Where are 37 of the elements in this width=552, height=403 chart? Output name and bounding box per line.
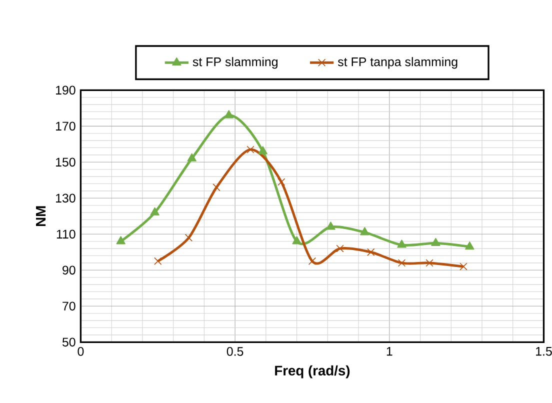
point bbox=[278, 178, 286, 186]
point bbox=[460, 262, 468, 270]
y-tick-label: 90 bbox=[62, 266, 76, 274]
point bbox=[150, 207, 160, 216]
x-tick-label: 1.5 bbox=[536, 346, 552, 356]
point bbox=[292, 236, 302, 244]
x-tick-label: 0 bbox=[78, 346, 84, 356]
x-tick-label: 1 bbox=[386, 346, 392, 356]
legend-label: st FP tanpa slamming bbox=[338, 57, 458, 69]
x-tick-label: 0.5 bbox=[226, 346, 244, 356]
point bbox=[308, 257, 316, 265]
y-tick-label: 70 bbox=[62, 302, 76, 310]
point bbox=[246, 146, 254, 154]
x-axis-title: Freq (rad/s) bbox=[275, 365, 350, 378]
point bbox=[258, 146, 268, 154]
point bbox=[187, 153, 196, 162]
point bbox=[431, 238, 440, 246]
y-tick-label: 170 bbox=[56, 122, 76, 130]
y-tick-label: 150 bbox=[56, 158, 76, 166]
point bbox=[212, 183, 220, 192]
y-tick-label: 130 bbox=[56, 194, 76, 202]
point bbox=[360, 227, 370, 236]
point bbox=[116, 236, 126, 244]
point bbox=[326, 222, 336, 230]
point bbox=[224, 110, 234, 118]
point bbox=[154, 257, 162, 265]
point bbox=[397, 240, 406, 248]
point bbox=[367, 248, 375, 256]
y-tick-label: 110 bbox=[56, 230, 76, 238]
y-tick-label: 190 bbox=[56, 86, 76, 94]
y-tick-label: 50 bbox=[62, 338, 76, 346]
legend-label: st FP slamming bbox=[192, 57, 278, 69]
point bbox=[398, 259, 406, 267]
y-axis-title: NM bbox=[36, 206, 46, 226]
point bbox=[336, 244, 344, 252]
point bbox=[426, 259, 434, 267]
point bbox=[465, 241, 474, 250]
